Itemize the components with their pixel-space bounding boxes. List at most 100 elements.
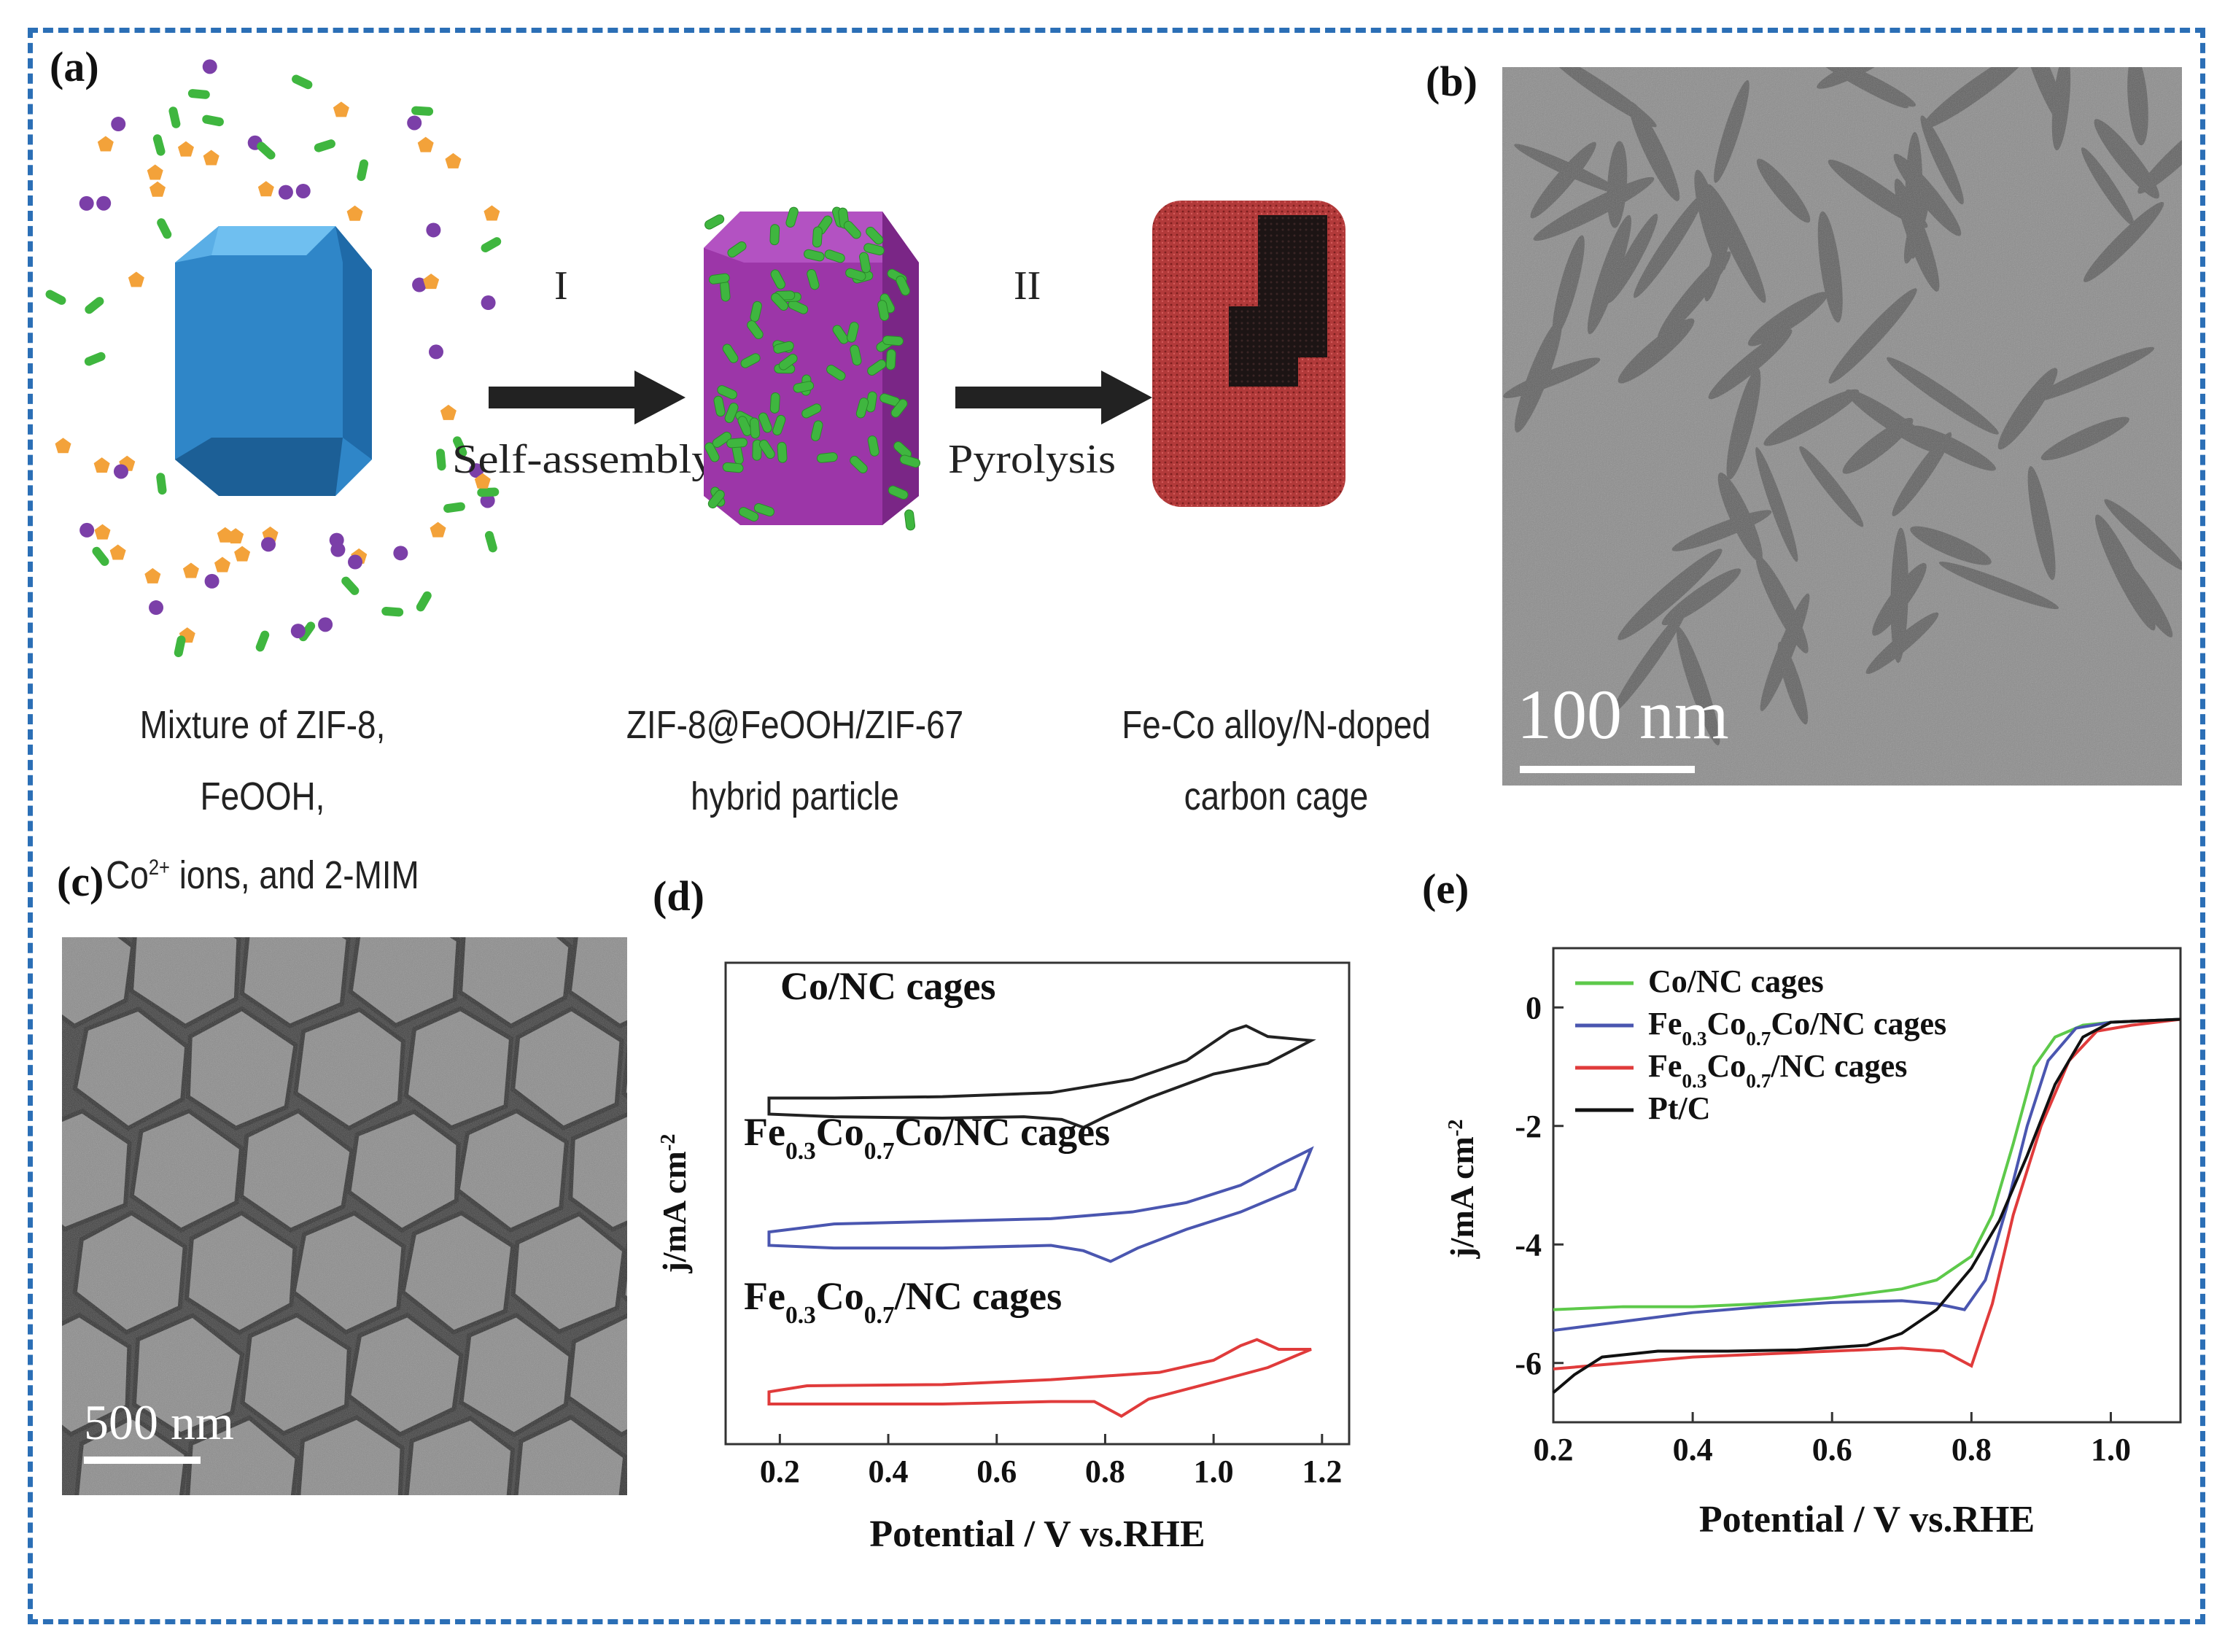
caption-mixture-line2: Co2+ ions, and 2-MIM (106, 853, 419, 897)
caption-hybrid: ZIF-8@FeOOH/ZIF-67 hybrid particle (615, 689, 975, 832)
ion-orange (423, 274, 440, 290)
scale-bar-100nm (1520, 766, 1695, 773)
ion-orange (144, 567, 161, 583)
panel-c-label: (c) (57, 858, 104, 905)
feooh-rod (726, 438, 748, 449)
ion-purple (348, 554, 363, 570)
plot-frame (724, 961, 1351, 1446)
ion-purple (428, 344, 443, 360)
feooh-rod (747, 320, 764, 340)
ion-orange (93, 457, 110, 473)
ligand-rod (416, 591, 432, 612)
x-tick-label: 0.4 (1673, 1432, 1713, 1467)
ion-orange (177, 141, 194, 157)
y-tick-label: -6 (1515, 1346, 1542, 1381)
legend-label: Fe0.3Co0.7/NC cages (1648, 1048, 1907, 1092)
ion-orange (128, 271, 144, 287)
ion-purple (393, 546, 408, 561)
ligand-rod (292, 74, 313, 90)
feooh-rod (740, 353, 761, 368)
feooh-rod (713, 395, 726, 417)
caption-cage: Fe-Co alloy/N-doped carbon cage (1097, 689, 1456, 832)
ligand-rod (168, 106, 181, 128)
feooh-rod (847, 322, 859, 343)
ligand-rod (341, 576, 360, 595)
feooh-rod (826, 365, 846, 381)
sem-image: 500 nm (62, 937, 627, 1495)
y-tick-label: -4 (1515, 1227, 1542, 1263)
caption-cage-line2: carbon cage (1184, 775, 1369, 818)
cv-curve (767, 1338, 1312, 1418)
ion-orange (430, 521, 446, 538)
x-tick-label: 1.2 (1302, 1454, 1342, 1489)
ligand-rod (435, 449, 446, 471)
feooh-rod (704, 214, 725, 230)
series-label: Co/NC cages (780, 964, 995, 1008)
hybrid-particle (704, 206, 921, 531)
feooh-rod (885, 349, 896, 371)
x-axis-label: Potential / V vs.RHE (1699, 1499, 2035, 1540)
panel-a-schematic: I Self-assembly II Pyrolysis (45, 59, 1345, 657)
ion-orange (346, 205, 363, 221)
ion-purple (96, 195, 112, 211)
ion-purple (469, 463, 484, 478)
feooh-rod (727, 241, 747, 258)
feooh-rod (722, 462, 744, 473)
y-axis-label: j/mA cm-2 (1443, 1119, 1480, 1259)
x-tick-label: 0.8 (1085, 1454, 1125, 1489)
ligand-rod (357, 159, 369, 182)
x-tick-label: 1.0 (2091, 1432, 2131, 1467)
x-tick-label: 0.6 (976, 1454, 1017, 1489)
caption-mixture: Mixture of ZIF-8, FeOOH, Co2+ ions, and … (83, 689, 443, 911)
ligand-rod (92, 546, 109, 566)
feooh-rod (738, 507, 759, 522)
feooh-rod (770, 269, 786, 290)
carbon-cage (1152, 201, 1345, 507)
legend-label: Pt/C (1648, 1090, 1711, 1126)
ligand-rod (157, 218, 172, 239)
y-axis-label: j/mA cm-2 (656, 1133, 693, 1273)
ion-orange (182, 562, 199, 578)
ion-purple (407, 115, 422, 131)
ion-orange (149, 181, 166, 197)
feooh-rod (777, 441, 788, 463)
ion-orange (234, 546, 251, 562)
x-tick-label: 0.4 (869, 1454, 909, 1489)
ligand-rod (255, 630, 270, 652)
lsv-curve (1553, 1017, 2181, 1333)
feooh-rod (843, 220, 861, 239)
feooh-rod (722, 344, 739, 363)
y-tick-label: 0 (1526, 990, 1542, 1025)
cv-chart: 0.2 0.4 0.6 0.8 1.0 1.2 Co/NC cages Fe0.3Co0.7C… (656, 961, 1351, 1555)
feooh-rod (890, 398, 908, 418)
ion-purple (79, 195, 94, 211)
ion-purple (295, 183, 311, 198)
feooh-rod (804, 249, 825, 262)
ion-orange (417, 136, 434, 152)
feooh-rod (708, 273, 730, 284)
cv-curve (767, 1024, 1316, 1130)
ion-orange (109, 544, 126, 560)
feooh-rod (810, 420, 823, 441)
ligand-rod (477, 487, 500, 497)
caption-hybrid-line2: hybrid particle (691, 775, 899, 818)
lsv-curve (1553, 1017, 2181, 1370)
feooh-rod (707, 489, 725, 509)
ligand-rod (85, 297, 104, 314)
x-tick-label: 0.6 (1812, 1432, 1852, 1467)
ligand-rod (381, 607, 404, 617)
ion-cloud (45, 59, 502, 657)
ion-purple (318, 617, 333, 632)
feooh-rod (758, 412, 772, 433)
feooh-rod (772, 414, 786, 436)
x-tick-label: 0.2 (760, 1454, 800, 1489)
ion-purple (202, 59, 217, 74)
feooh-rod (737, 416, 753, 436)
ion-orange (474, 473, 491, 489)
ion-orange (484, 205, 500, 221)
feooh-rod (824, 249, 845, 263)
feooh-rod (812, 226, 823, 248)
feooh-rod (758, 439, 775, 459)
arrow-self-assembly (489, 371, 686, 424)
ligand-rod (45, 290, 66, 305)
